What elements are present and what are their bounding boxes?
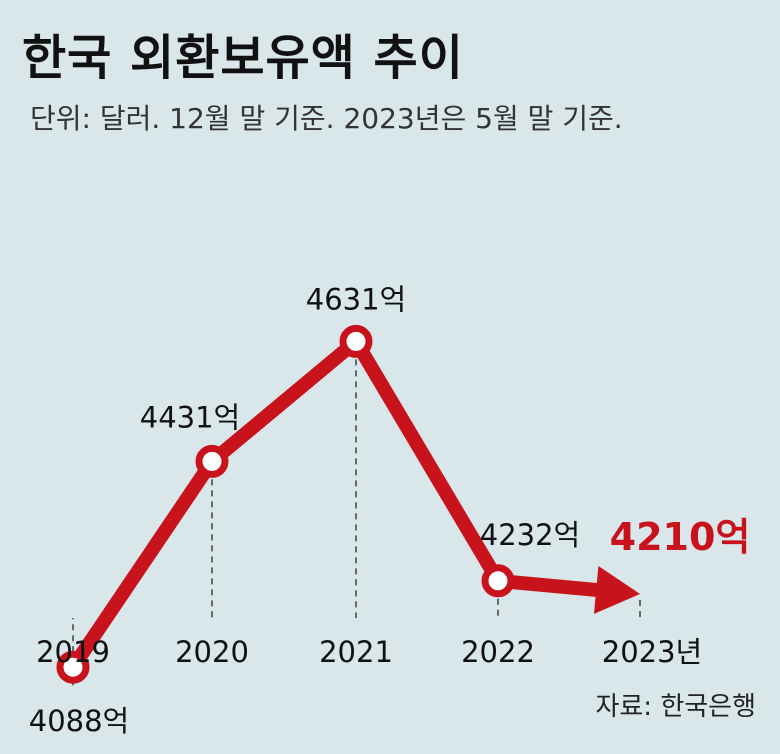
data-point-2020 bbox=[195, 444, 229, 478]
x-tick-label-2020: 2020 bbox=[175, 635, 249, 669]
x-axis-ticks: 2019 2020 2021 2022 2023년 bbox=[36, 635, 702, 669]
data-point-2021 bbox=[339, 324, 373, 358]
value-label-2020: 4431억 bbox=[140, 400, 240, 434]
x-tick-label-2023년: 2023년 bbox=[602, 635, 702, 669]
arrow-head bbox=[593, 566, 640, 614]
data-point-2022 bbox=[481, 564, 515, 598]
source-note: 자료: 한국은행 bbox=[595, 692, 756, 722]
x-tick-label-2019: 2019 bbox=[36, 635, 110, 669]
value-label-2019: 4088억 bbox=[29, 704, 129, 738]
value-label-2022: 4232억 bbox=[480, 518, 580, 552]
value-labels: 4088억 4431억 4631억 4232억 4210억 bbox=[29, 282, 751, 738]
series-line-path bbox=[66, 334, 505, 675]
value-label-2021: 4631억 bbox=[306, 282, 406, 316]
value-label-2023년: 4210억 bbox=[610, 515, 751, 559]
data-points bbox=[56, 324, 515, 684]
x-tick-label-2022: 2022 bbox=[461, 635, 535, 669]
chart-title: 한국 외환보유액 추이 bbox=[22, 30, 464, 86]
arrow-shaft bbox=[491, 573, 608, 598]
series-line bbox=[66, 334, 640, 675]
x-tick-label-2021: 2021 bbox=[319, 635, 393, 669]
data-point-2019 bbox=[56, 650, 90, 684]
chart-subtitle: 단위: 달러. 12월 말 기준. 2023년은 5월 말 기준. bbox=[30, 102, 623, 135]
